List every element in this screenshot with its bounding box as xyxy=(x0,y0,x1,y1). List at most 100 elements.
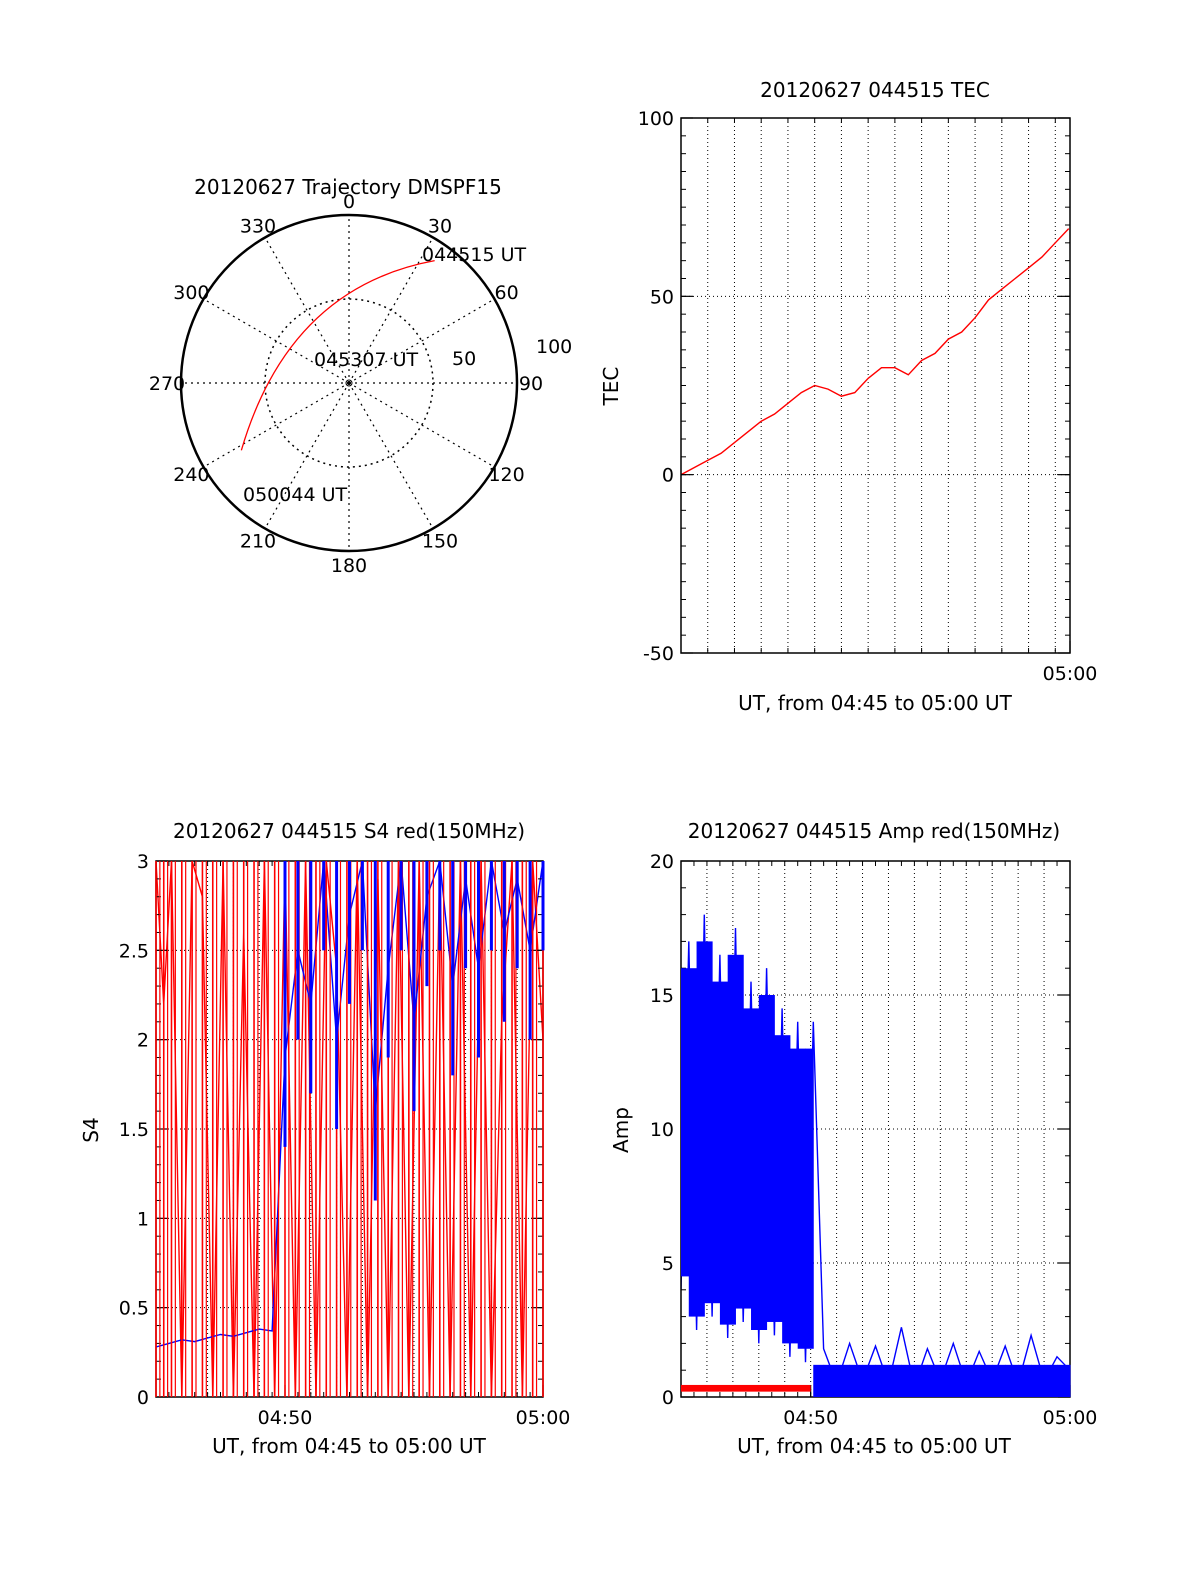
polar-spoke xyxy=(203,382,350,468)
polar-spoke xyxy=(264,382,350,529)
amp-blue-band xyxy=(751,1008,760,1330)
amp-blue-band xyxy=(836,1364,851,1397)
polar-spoke xyxy=(348,298,495,384)
y-tick-label: 2.5 xyxy=(119,940,149,962)
amp-blue-band xyxy=(1044,1364,1058,1397)
y-tick-label: 0 xyxy=(137,1387,149,1409)
y-tick-label: -50 xyxy=(643,643,674,665)
tec-panel: 20120627 044515 TEC UT, from 04:45 to 05… xyxy=(599,78,1097,715)
polar-angle-tick-label: 30 xyxy=(428,215,452,237)
amp-blue-band xyxy=(704,941,713,1304)
trajectory-polar-panel: 20120627 Trajectory DMSPF15 0 30 60 90 120 15… xyxy=(149,175,572,577)
polar-angle-tick-label: 210 xyxy=(240,531,276,553)
trajectory-time-label: 050044 UT xyxy=(243,484,347,506)
polar-angle-tick-label: 90 xyxy=(519,373,543,395)
amp-blue-band xyxy=(979,1364,993,1397)
amp-blue-band xyxy=(862,1364,876,1397)
amp-red-band xyxy=(681,1384,811,1392)
polar-angle-tick-label: 270 xyxy=(149,373,185,395)
trajectory-title: 20120627 Trajectory DMSPF15 xyxy=(194,175,502,199)
amp-blue-band xyxy=(696,941,705,1317)
y-tick-label: 50 xyxy=(650,286,674,308)
y-tick-label: 2 xyxy=(137,1030,149,1052)
trajectory-track xyxy=(240,260,435,451)
y-tick-label: 0.5 xyxy=(119,1298,149,1320)
y-tick-label: 0 xyxy=(662,465,674,487)
amp-blue-band xyxy=(1018,1364,1032,1397)
series-red-spikes xyxy=(155,861,544,1397)
tec-title: 20120627 044515 TEC xyxy=(760,78,990,102)
y-tick-label: 0 xyxy=(662,1387,674,1409)
polar-radial-tick-label: 50 xyxy=(452,348,476,370)
series-blue-band xyxy=(283,861,545,1201)
trajectory-line xyxy=(240,260,435,451)
trajectory-time-label: 044515 UT xyxy=(422,244,526,266)
y-tick-label: 3 xyxy=(137,851,149,873)
amp-blue-band xyxy=(1057,1364,1071,1397)
polar-angle-tick-label: 60 xyxy=(495,282,519,304)
y-tick-label: 10 xyxy=(650,1119,674,1141)
amp-blue-band xyxy=(727,954,736,1325)
x-tick-label: 05:00 xyxy=(1043,1407,1098,1429)
polar-angle-tick-label: 300 xyxy=(173,282,209,304)
amp-plot-area: 20 15 10 5 0 04:50 05:00 xyxy=(650,851,1098,1429)
polar-spoke xyxy=(348,382,495,468)
amp-blue-band xyxy=(875,1364,889,1397)
amp-blue-band xyxy=(992,1364,1006,1397)
amp-blue-band xyxy=(774,1035,783,1322)
amp-blue-band xyxy=(823,1364,838,1397)
amp-blue-band xyxy=(743,1008,752,1309)
tec-y-axis-label: TEC xyxy=(599,367,623,407)
amp-blue-band xyxy=(940,1364,954,1397)
polar-angle-tick-label: 0 xyxy=(343,191,355,213)
y-tick-label: 15 xyxy=(650,985,674,1007)
polar-angle-tick-label: 150 xyxy=(422,531,458,553)
y-tick-label: 20 xyxy=(650,851,674,873)
polar-spoke xyxy=(348,382,434,529)
polar-angle-tick-label: 180 xyxy=(331,555,367,577)
amp-blue-band xyxy=(927,1364,941,1397)
polar-angle-tick-label: 240 xyxy=(173,464,209,486)
axes-frame xyxy=(680,117,1071,654)
amp-blue-band xyxy=(688,968,698,1317)
amp-blue-band xyxy=(805,1048,814,1349)
x-tick-label: 04:50 xyxy=(258,1407,313,1429)
series-group xyxy=(681,228,1070,476)
amp-blue-band xyxy=(966,1364,980,1397)
amp-blue-band xyxy=(953,1364,967,1397)
amp-blue-band xyxy=(735,954,744,1309)
polar-radial-ticks: 50 100 xyxy=(452,336,572,370)
polar-angle-tick-label: 120 xyxy=(488,464,524,486)
amp-y-axis-label: Amp xyxy=(609,1107,633,1153)
s4-panel: 20120627 044515 S4 red(150MHz) UT, from … xyxy=(79,819,570,1458)
polar-center xyxy=(345,379,353,387)
amp-blue-band xyxy=(712,981,721,1304)
s4-plot-area: 3 2.5 2 1.5 1 0.5 0 04:50 05:00 xyxy=(119,851,571,1429)
amp-x-axis-label: UT, from 04:45 to 05:00 UT xyxy=(737,1434,1012,1458)
trajectory-time-label: 045307 UT xyxy=(314,349,418,371)
amp-blue-band xyxy=(789,1048,799,1344)
series-red xyxy=(681,228,1070,476)
amp-title: 20120627 044515 Amp red(150MHz) xyxy=(688,819,1060,843)
polar-spoke xyxy=(348,237,434,384)
y-tick-label: 1 xyxy=(137,1208,149,1230)
s4-title: 20120627 044515 S4 red(150MHz) xyxy=(173,819,525,843)
amp-blue-band xyxy=(782,1035,791,1344)
amp-blue-band xyxy=(888,1364,902,1397)
polar-radial-tick-label: 100 xyxy=(536,336,572,358)
s4-y-axis-label: S4 xyxy=(79,1117,103,1142)
polar-angular-ticks: 0 30 60 90 120 150 180 210 240 270 300 330 xyxy=(149,191,543,577)
x-tick-label: 05:00 xyxy=(516,1407,571,1429)
amp-blue-band xyxy=(1031,1364,1045,1397)
polar-spoke xyxy=(264,237,350,384)
amp-blue-band xyxy=(797,1048,806,1349)
x-tick-label: 04:50 xyxy=(783,1407,838,1429)
y-tick-label: 1.5 xyxy=(119,1119,149,1141)
amp-blue-band xyxy=(914,1364,928,1397)
trajectory-annotations: 044515 UT 045307 UT 050044 UT xyxy=(243,244,526,506)
amp-blue-band xyxy=(758,995,768,1330)
tec-plot-area: 100 50 0 -50 05:00 xyxy=(638,108,1098,685)
amp-blue-band xyxy=(1005,1364,1019,1397)
amp-blue-band xyxy=(849,1364,864,1397)
